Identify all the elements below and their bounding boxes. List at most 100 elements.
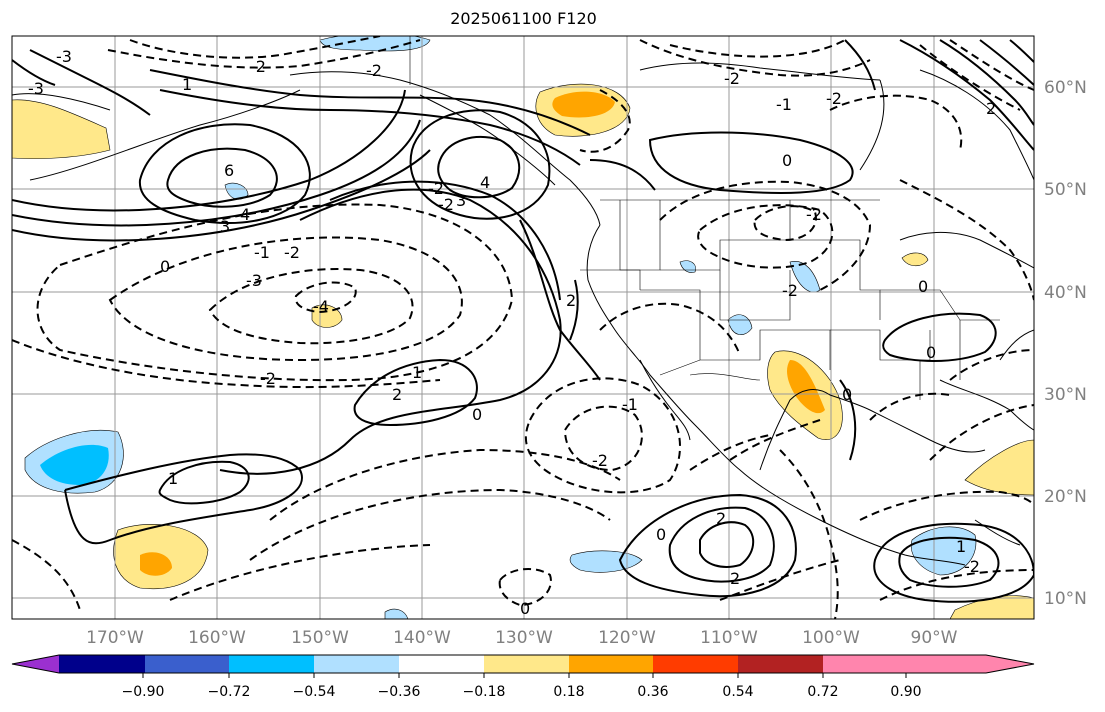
contour-label: 3: [456, 191, 466, 210]
longitude-labels: 170°W 160°W 150°W 140°W 130°W 120°W 110°…: [86, 628, 958, 648]
contour-label: 1: [412, 363, 422, 382]
contour-labels: -2 -2 1 -3 -3 6 4 3 4 3 -2 -2 0 -1 -2 -3…: [28, 47, 996, 618]
lon-label: 100°W: [802, 628, 860, 648]
negative-contours: [12, 36, 1034, 619]
contour-label: -2: [366, 61, 382, 80]
negative-anomaly-area: [727, 314, 753, 335]
colorbar-segment: [653, 655, 738, 673]
lon-label: 160°W: [188, 628, 246, 648]
map-frame: [11, 35, 1035, 620]
filled-anomaly-areas: [12, 36, 1034, 619]
contour-label: -2: [428, 179, 444, 198]
lat-label: 30°N: [1044, 385, 1087, 405]
contour-label: 4: [240, 205, 250, 224]
negative-anomaly-area: [384, 608, 409, 619]
lon-label: 170°W: [86, 628, 144, 648]
contour-label: -2: [964, 557, 980, 576]
contour-label: -1: [254, 243, 270, 262]
colorbar-segment: [823, 655, 1034, 673]
colorbar-tick-label: −0.36: [378, 684, 421, 700]
negative-anomaly-area: [319, 36, 431, 52]
contour-label: -1: [776, 95, 792, 114]
contour-label: 0: [842, 385, 852, 404]
contour-label: 1: [956, 537, 966, 556]
negative-anomaly-area: [679, 260, 696, 273]
graticule: [12, 36, 1034, 619]
contour-label: -2: [826, 89, 842, 108]
contour-label: 2: [392, 385, 402, 404]
colorbar-segment: [12, 655, 59, 673]
colorbar-segment: [738, 655, 823, 673]
colorbar-segment: [229, 655, 314, 673]
contour-label: 2: [986, 99, 996, 118]
contour-label: -3: [56, 47, 72, 66]
contour-label: 4: [480, 173, 490, 192]
contour-label: 0: [926, 343, 936, 362]
contour-label: -2: [782, 281, 798, 300]
contour-label: 0: [472, 405, 482, 424]
contour-label: 2: [730, 569, 740, 588]
colorbar-segment: [314, 655, 399, 673]
contour-label: -2: [260, 369, 276, 388]
colorbar-tick-label: −0.90: [122, 684, 165, 700]
lon-label: 140°W: [393, 628, 451, 648]
lon-label: 110°W: [700, 628, 758, 648]
lat-label: 10°N: [1044, 589, 1087, 609]
lat-label: 40°N: [1044, 283, 1087, 303]
colorbar-tick-label: 0.54: [722, 684, 753, 700]
contour-label: 3: [220, 217, 230, 236]
positive-anomaly-area: [949, 595, 1034, 619]
contour-label: 2: [566, 291, 576, 310]
lat-label: 60°N: [1044, 78, 1087, 98]
strong-positive-anomaly-area: [787, 360, 825, 414]
colorbar-tick-label: 0.18: [553, 684, 584, 700]
lon-label: 120°W: [598, 628, 656, 648]
contour-label: -2: [284, 243, 300, 262]
map-title: 2025061100 F120: [450, 9, 597, 28]
colorbar-segment: [145, 655, 229, 673]
colorbar: −0.90 −0.72 −0.54 −0.36 −0.18 0.18 0.36 …: [11, 654, 1035, 700]
map-plot-area: -2 -2 1 -3 -3 6 4 3 4 3 -2 -2 0 -1 -2 -3…: [12, 36, 1034, 619]
contour-label: -2: [592, 451, 608, 470]
colorbar-segment: [569, 655, 653, 673]
colorbar-segment: [59, 655, 145, 673]
contour-label: -2: [438, 195, 454, 214]
contour-label: -3: [246, 271, 262, 290]
contour-label: 0: [656, 525, 666, 544]
colorbar-segment: [399, 655, 484, 673]
colorbar-segment: [484, 655, 569, 673]
strong-negative-anomaly-area: [40, 444, 109, 485]
contour-label: 2: [716, 509, 726, 528]
colorbar-tick-label: −0.72: [208, 684, 251, 700]
contour-label: 1: [182, 75, 192, 94]
lat-label: 50°N: [1044, 180, 1087, 200]
colorbar-tick-label: −0.18: [463, 684, 506, 700]
colorbar-tick-label: 0.72: [807, 684, 838, 700]
positive-anomaly-area: [12, 99, 111, 160]
contour-label: 0: [520, 599, 530, 618]
colorbar-tick-label: −0.54: [293, 684, 336, 700]
strong-positive-anomaly-area: [552, 91, 615, 118]
lat-label: 20°N: [1044, 487, 1087, 507]
positive-anomaly-area: [901, 252, 929, 267]
colorbar-tick-label: 0.36: [637, 684, 668, 700]
positive-anomaly-area: [964, 439, 1034, 496]
colorbar-tick-label: 0.90: [890, 684, 921, 700]
negative-anomaly-area: [789, 261, 821, 293]
coastlines: [12, 62, 1034, 566]
contour-label: 0: [918, 277, 928, 296]
lon-label: 90°W: [911, 628, 958, 648]
strong-positive-anomaly-area: [140, 552, 172, 576]
lon-label: 150°W: [291, 628, 349, 648]
contour-label: -1: [622, 395, 638, 414]
contour-label: -2: [724, 69, 740, 88]
latitude-labels: 60°N 50°N 40°N 30°N 20°N 10°N: [1044, 78, 1087, 609]
contour-label: 0: [160, 257, 170, 276]
contour-label: -3: [28, 79, 44, 98]
negative-anomaly-area: [224, 182, 249, 200]
contour-label: 6: [224, 161, 234, 180]
contour-label: -2: [806, 205, 822, 224]
contour-label: -4: [313, 297, 329, 316]
contour-label: -2: [250, 57, 266, 76]
